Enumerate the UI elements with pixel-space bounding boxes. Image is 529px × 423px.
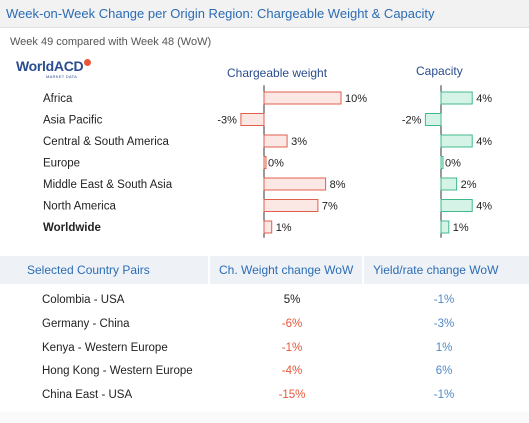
chart-subtitle: Week 49 compared with Week 48 (WoW) bbox=[10, 36, 212, 48]
capacity-bar bbox=[440, 177, 458, 191]
logo-dot-icon bbox=[84, 59, 92, 66]
table-row: Colombia - USA 5% -1% bbox=[0, 290, 529, 312]
country-pair: Germany - China bbox=[42, 317, 130, 330]
table-row: China East - USA -15% -1% bbox=[0, 385, 529, 407]
weight-bar bbox=[263, 156, 267, 169]
capacity-bar bbox=[440, 91, 473, 105]
weight-bar bbox=[240, 113, 265, 126]
capacity-bar bbox=[440, 134, 473, 148]
weight-bar bbox=[263, 134, 288, 148]
weight-chart-title: Chargeable weight bbox=[227, 66, 328, 80]
capacity-value-label: -2% bbox=[402, 115, 422, 127]
table-row: Hong Kong - Western Europe -4% 6% bbox=[0, 361, 529, 383]
region-label: Worldwide bbox=[43, 222, 101, 234]
table-header: Selected Country Pairs Ch. Weight change… bbox=[0, 256, 529, 284]
region-label: Europe bbox=[43, 158, 80, 170]
capacity-bar bbox=[440, 199, 473, 212]
yield-change: -1% bbox=[433, 294, 455, 306]
country-pair: Colombia - USA bbox=[42, 294, 125, 306]
weight-change: -4% bbox=[281, 365, 303, 378]
weight-change: 5% bbox=[283, 294, 301, 306]
region-label: North America bbox=[43, 201, 116, 213]
bar-charts: Africa Asia Pacific Central & South Americ… bbox=[43, 85, 492, 238]
header-country-pairs: Selected Country Pairs bbox=[27, 263, 150, 277]
capacity-value-label: 4% bbox=[476, 136, 492, 148]
weight-value-label: 10% bbox=[345, 93, 367, 105]
capacity-value-label: 0% bbox=[445, 158, 461, 170]
header-yield-change: Yield/rate change WoW bbox=[373, 263, 499, 277]
country-pair: Kenya - Western Europe bbox=[42, 341, 168, 354]
region-label: Africa bbox=[43, 93, 73, 105]
weight-value-label: 8% bbox=[330, 179, 346, 191]
capacity-bar bbox=[440, 156, 444, 169]
weight-change: -1% bbox=[281, 341, 303, 354]
capacity-value-label: 2% bbox=[461, 179, 477, 191]
table-row: Germany - China -6% -3% bbox=[0, 314, 529, 336]
weight-value-label: 1% bbox=[276, 222, 292, 234]
weight-bar bbox=[263, 91, 342, 105]
weight-value-label: 3% bbox=[291, 136, 307, 148]
yield-change: 1% bbox=[435, 341, 453, 354]
capacity-value-label: 1% bbox=[453, 222, 469, 234]
worldacd-logo: WorldACD MARKET DATA bbox=[16, 58, 92, 79]
weight-change: -6% bbox=[281, 317, 303, 330]
weight-value-label: 7% bbox=[322, 201, 338, 213]
country-pair: China East - USA bbox=[42, 389, 133, 402]
region-label: Middle East & South Asia bbox=[43, 179, 173, 191]
yield-change: 6% bbox=[435, 365, 453, 378]
header-weight-change: Ch. Weight change WoW bbox=[219, 263, 354, 277]
capacity-bar bbox=[440, 220, 450, 234]
header-divider bbox=[362, 256, 364, 284]
capacity-value-label: 4% bbox=[476, 93, 492, 105]
table-row: Kenya - Western Europe -1% 1% bbox=[0, 338, 529, 360]
capacity-bar bbox=[424, 113, 442, 126]
weight-bar bbox=[263, 199, 319, 212]
footer-strip bbox=[0, 412, 529, 423]
region-label: Asia Pacific bbox=[43, 115, 103, 127]
weight-bar bbox=[263, 177, 327, 191]
weight-change: -15% bbox=[278, 389, 306, 402]
header-divider bbox=[208, 256, 210, 284]
capacity-value-label: 4% bbox=[476, 201, 492, 213]
logo-name: WorldACD bbox=[16, 58, 84, 74]
weight-bar bbox=[263, 220, 273, 234]
region-label: Central & South America bbox=[43, 136, 170, 148]
weight-value-label: -3% bbox=[217, 115, 237, 127]
yield-change: -1% bbox=[433, 389, 455, 402]
logo-tagline: MARKET DATA bbox=[46, 74, 78, 79]
weight-value-label: 0% bbox=[268, 158, 284, 170]
yield-change: -3% bbox=[433, 317, 455, 330]
country-pair: Hong Kong - Western Europe bbox=[42, 365, 193, 378]
title-bar: Week-on-Week Change per Origin Region: C… bbox=[0, 0, 529, 28]
capacity-chart-title: Capacity bbox=[416, 64, 463, 78]
chart-title: Week-on-Week Change per Origin Region: C… bbox=[6, 6, 435, 21]
